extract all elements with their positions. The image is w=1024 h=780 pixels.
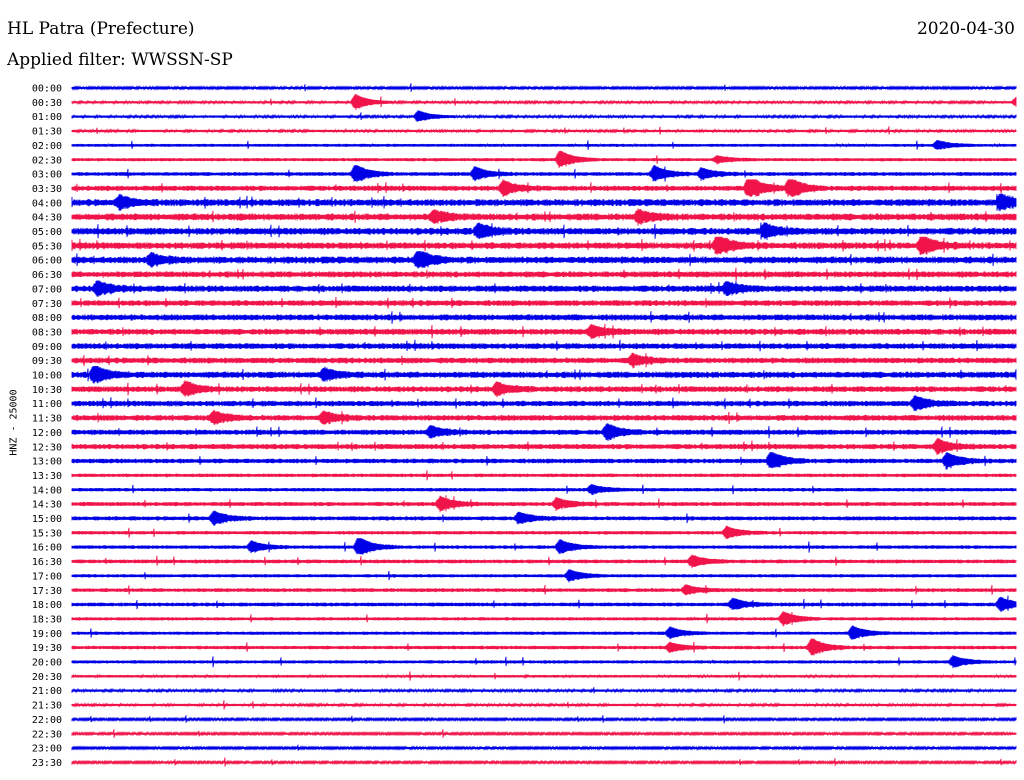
trace-line	[71, 267, 1017, 281]
time-label: 06:30	[32, 270, 62, 281]
time-label: 23:30	[32, 758, 62, 769]
time-label: 02:30	[32, 155, 62, 166]
trace-line	[71, 165, 1017, 183]
time-label: 23:00	[32, 744, 62, 755]
time-label: 18:30	[32, 614, 62, 625]
trace-line	[71, 625, 1017, 640]
time-label: 15:30	[32, 528, 62, 539]
time-label: 12:00	[32, 428, 62, 439]
trace-line	[71, 409, 1017, 425]
time-label: 10:00	[32, 371, 62, 382]
trace-line	[71, 236, 1017, 255]
trace-line	[71, 339, 1017, 352]
time-label: 11:00	[32, 399, 62, 410]
time-label: 20:00	[32, 658, 62, 669]
trace-line	[71, 423, 1017, 442]
time-label: 06:00	[32, 256, 62, 267]
trace-line	[71, 222, 1017, 240]
time-label: 17:00	[32, 571, 62, 582]
trace-line	[71, 251, 1017, 269]
trace-line	[71, 715, 1017, 724]
trace-line	[71, 296, 1017, 309]
trace-line	[71, 510, 1017, 527]
time-label: 00:00	[32, 84, 62, 95]
trace-line	[71, 757, 1017, 767]
time-label: 17:30	[32, 586, 62, 597]
time-label: 19:30	[32, 643, 62, 654]
trace-line	[71, 193, 1017, 212]
time-label: 08:00	[32, 313, 62, 324]
trace-line	[71, 365, 1017, 384]
trace-line	[71, 638, 1017, 656]
time-label: 02:00	[32, 141, 62, 152]
trace-line	[71, 484, 1017, 496]
trace-line	[71, 280, 1017, 297]
time-label: 00:30	[32, 98, 62, 109]
trace-line	[71, 323, 1017, 339]
time-label: 09:00	[32, 342, 62, 353]
time-label: 01:00	[32, 112, 62, 123]
time-label: 03:30	[32, 184, 62, 195]
time-label: 21:30	[32, 701, 62, 712]
time-label: 11:30	[32, 414, 62, 425]
trace-line	[71, 208, 1017, 226]
trace-line	[71, 150, 1017, 169]
time-label: 14:30	[32, 500, 62, 511]
time-label: 10:30	[32, 385, 62, 396]
trace-line	[71, 525, 1017, 539]
trace-line	[71, 179, 1017, 198]
filter-label: Applied filter: WWSSN-SP	[7, 50, 233, 70]
trace-line	[71, 94, 1017, 111]
trace-line	[71, 595, 1017, 613]
time-label: 07:30	[32, 299, 62, 310]
trace-line	[71, 671, 1017, 681]
time-label: 21:00	[32, 686, 62, 697]
time-label: 22:30	[32, 729, 62, 740]
trace-line	[71, 470, 1017, 481]
time-label: 04:00	[32, 198, 62, 209]
trace-line	[71, 380, 1017, 398]
station-title: HL Patra (Prefecture)	[7, 19, 195, 39]
time-label: 05:30	[32, 241, 62, 252]
time-label: 16:30	[32, 557, 62, 568]
trace-line	[71, 584, 1017, 596]
trace-line	[71, 311, 1017, 324]
trace-line	[71, 352, 1017, 369]
trace-line	[71, 687, 1017, 694]
trace-line	[71, 438, 1017, 456]
trace-line	[71, 126, 1017, 135]
trace-line	[71, 611, 1017, 627]
time-label: 13:30	[32, 471, 62, 482]
time-label: 22:00	[32, 715, 62, 726]
trace-line	[71, 554, 1017, 569]
time-label: 13:00	[32, 457, 62, 468]
time-label: 08:30	[32, 327, 62, 338]
time-label: 03:00	[32, 170, 62, 181]
time-label: 18:00	[32, 600, 62, 611]
trace-line	[71, 538, 1017, 555]
time-label: 09:30	[32, 356, 62, 367]
time-label: 19:00	[32, 629, 62, 640]
trace-line	[71, 700, 1017, 710]
time-label: 01:30	[32, 127, 62, 138]
trace-line	[71, 655, 1017, 669]
time-label: 05:00	[32, 227, 62, 238]
trace-line	[71, 110, 1017, 122]
time-label: 12:30	[32, 442, 62, 453]
trace-line	[71, 744, 1017, 751]
time-label: 07:00	[32, 284, 62, 295]
trace-line	[71, 140, 1017, 150]
trace-line	[71, 729, 1017, 738]
time-label: 14:00	[32, 485, 62, 496]
trace-line	[71, 569, 1017, 583]
trace-line	[71, 452, 1017, 470]
trace-line	[71, 395, 1017, 412]
time-label: 15:00	[32, 514, 62, 525]
time-label: 04:30	[32, 213, 62, 224]
trace-line	[71, 495, 1017, 513]
time-label: 20:30	[32, 672, 62, 683]
time-label: 16:00	[32, 543, 62, 554]
date-label: 2020-04-30	[916, 19, 1015, 39]
